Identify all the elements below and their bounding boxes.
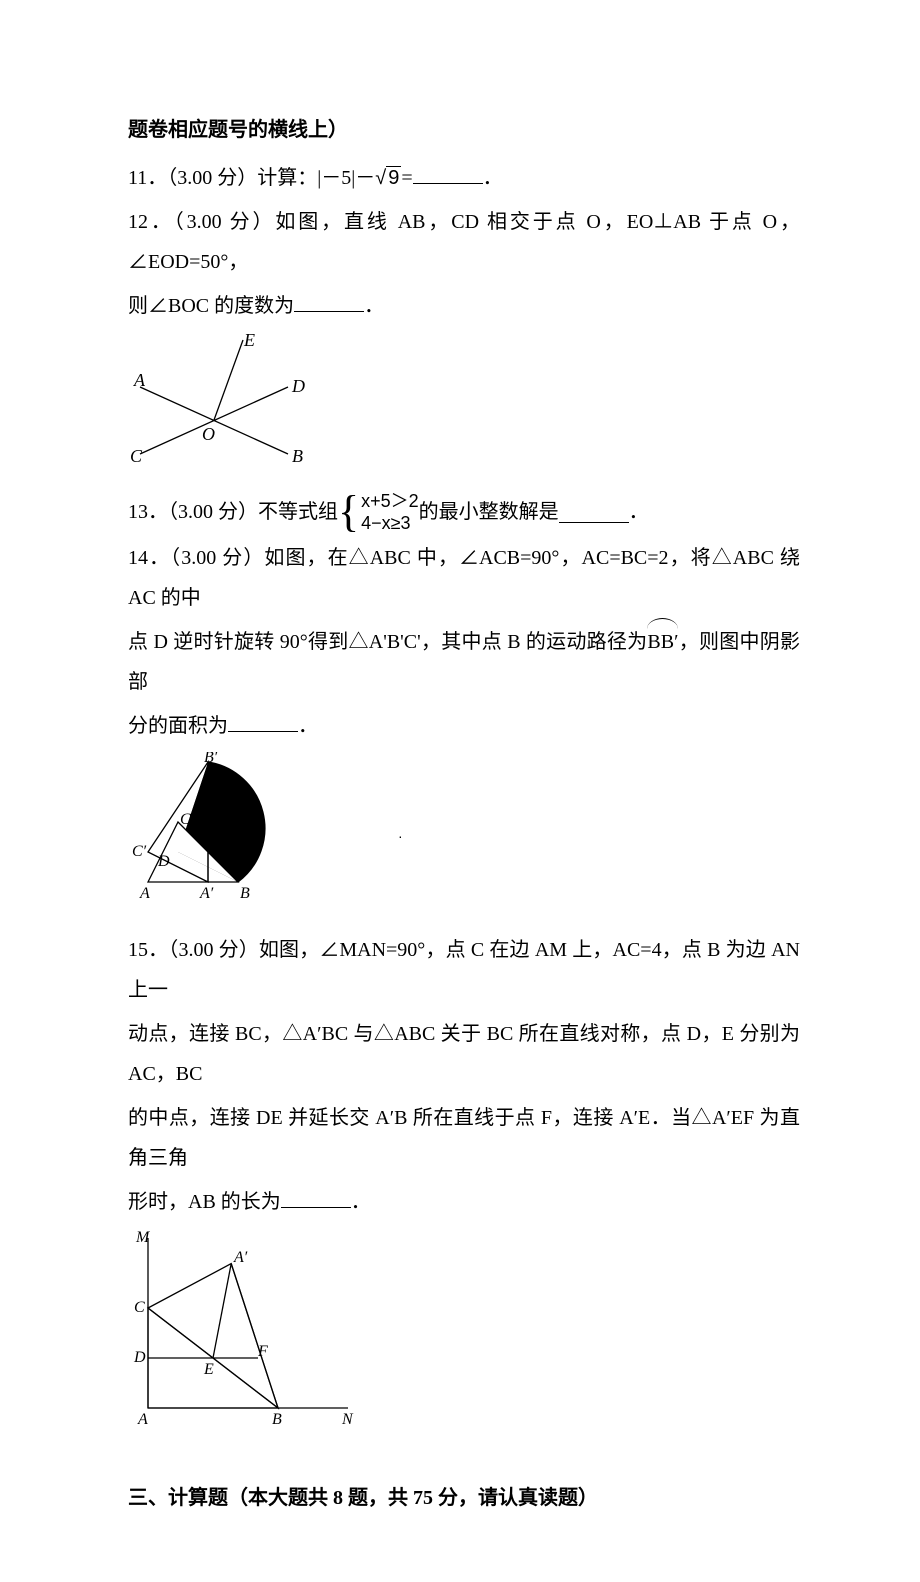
section-header: 题卷相应题号的横线上） [128,110,800,150]
q15-l4a: 形时，AB 的长为 [128,1191,281,1213]
question-15-line1: 15．（3.00 分）如图，∠MAN=90°，点 C 在边 AM 上，AC=4，… [128,930,800,1010]
question-15-line2: 动点，连接 BC，△A′BC 与△ABC 关于 BC 所在直线对称，点 D，E … [128,1014,800,1094]
q15-label-A: A [137,1411,148,1428]
q14-figure: B′ C′ C D A A′ B · [128,752,800,926]
q15-l4b: ． [351,1191,371,1213]
arc-text: BB′ [647,631,678,653]
q13-brace-group: { x+5＞2 4−x≥3 [338,490,419,534]
q14-label-C: C [180,811,191,828]
q12-l2a: 则∠BOC 的度数为 [128,295,294,317]
q13-blank [559,502,629,523]
q14-label-Cp: C′ [132,843,147,860]
q15-label-F: F [257,1343,268,1360]
q12-label-D: D [291,376,305,396]
q15-figure: M A′ C D E F A B N [128,1228,800,1442]
q12-label-C: C [130,446,143,466]
q12-figure: E A D C B O [128,332,800,486]
q15-label-D: D [133,1349,146,1366]
q15-label-E: E [203,1361,214,1378]
page-mid-dot: · [398,822,403,850]
q14-l3a: 分的面积为 [128,715,228,737]
question-14-line3: 分的面积为 ． [128,706,800,746]
q14-blank [228,711,298,732]
sqrt-9: √9 [375,158,401,198]
question-14-line2: 点 D 逆时针旋转 90°得到△A'B'C'，其中点 B 的运动路径为BB′，则… [128,622,800,702]
question-12-line2: 则∠BOC 的度数为 ． [128,286,800,326]
q15-label-B: B [272,1411,282,1428]
q11-eq: = [401,167,412,189]
q13-mid: 的最小整数解是 [419,492,559,532]
brace-icon: { [338,490,359,534]
question-15-line4: 形时，AB 的长为 ． [128,1182,800,1222]
question-15-line3: 的中点，连接 DE 并延长交 A′B 所在直线于点 F，连接 A′E．当△A′E… [128,1098,800,1178]
q14-label-B: B [240,885,250,902]
section-3-title: 三、计算题（本大题共 8 题，共 75 分，请认真读题） [128,1478,800,1518]
q13-tail: ． [629,492,649,532]
q15-label-M: M [135,1229,151,1246]
q12-label-B: B [292,446,303,466]
q14-label-A: A [139,885,150,902]
q11-blank [413,163,483,184]
q12-label-A: A [133,370,146,390]
q14-label-D: D [157,853,170,870]
question-13: 13．（3.00 分）不等式组 { x+5＞2 4−x≥3 的最小整数解是 ． [128,490,800,534]
question-11: 11．（3.00 分）计算：|－5|－√9= ． [128,158,800,198]
q12-blank [294,291,364,312]
q14-label-Bp: B′ [204,752,218,766]
q12-l2b: ． [364,295,384,317]
q14-l3b: ． [298,715,318,737]
sqrt-radicand: 9 [386,166,401,189]
q13-row2: 4−x≥3 [361,512,419,534]
q11-tail: ． [483,167,503,189]
q13-prefix: 13．（3.00 分）不等式组 [128,492,338,532]
question-12-line1: 12．（3.00 分）如图，直线 AB，CD 相交于点 O，EO⊥AB 于点 O… [128,202,800,282]
q15-blank [281,1187,351,1208]
q11-prefix: 11．（3.00 分）计算：|－5|－ [128,167,375,189]
q15-label-N: N [341,1411,354,1428]
arc-BBp: BB′ [647,622,678,662]
q15-label-Ap: A′ [233,1249,248,1266]
q13-row1: x+5＞2 [361,490,419,512]
q12-label-O: O [202,424,215,444]
q14-l2a: 点 D 逆时针旋转 90°得到△A'B'C'，其中点 B 的运动路径为 [128,631,647,653]
q12-label-E: E [243,332,255,350]
q14-label-Ap: A′ [199,885,214,902]
question-14-line1: 14．（3.00 分）如图，在△ABC 中，∠ACB=90°，AC=BC=2，将… [128,538,800,618]
